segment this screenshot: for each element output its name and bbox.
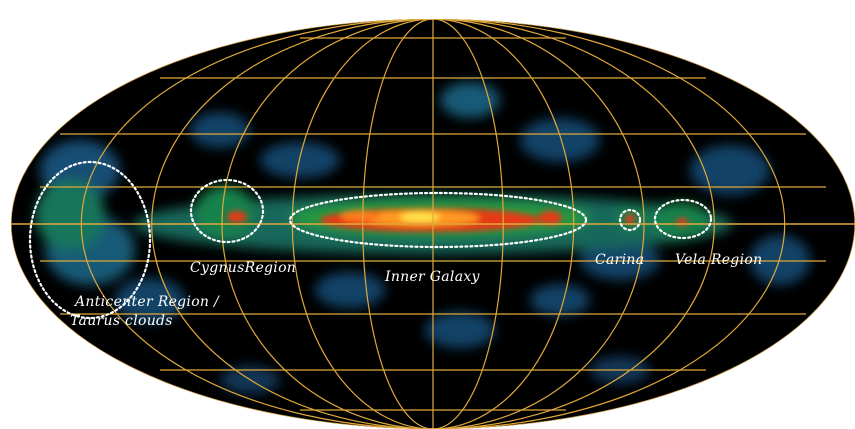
label-anticenter-line1: Anticenter Region / (73, 294, 220, 310)
inner-galaxy-circle (288, 191, 588, 249)
anticenter-region-circle (28, 160, 152, 320)
coordinate-grid (11, 19, 855, 429)
carina-circle (618, 208, 642, 232)
label-carina: Carina (595, 252, 644, 268)
region-outlines (28, 160, 713, 320)
vela-region-circle (653, 198, 713, 240)
label-anticenter-line2: Taurus clouds (70, 313, 173, 329)
label-inner-galaxy: Inner Galaxy (384, 269, 481, 285)
label-vela-region: Vela Region (675, 252, 762, 268)
cygnus-region-circle (189, 178, 265, 244)
label-cygnus-region: CygnusRegion (190, 260, 296, 276)
